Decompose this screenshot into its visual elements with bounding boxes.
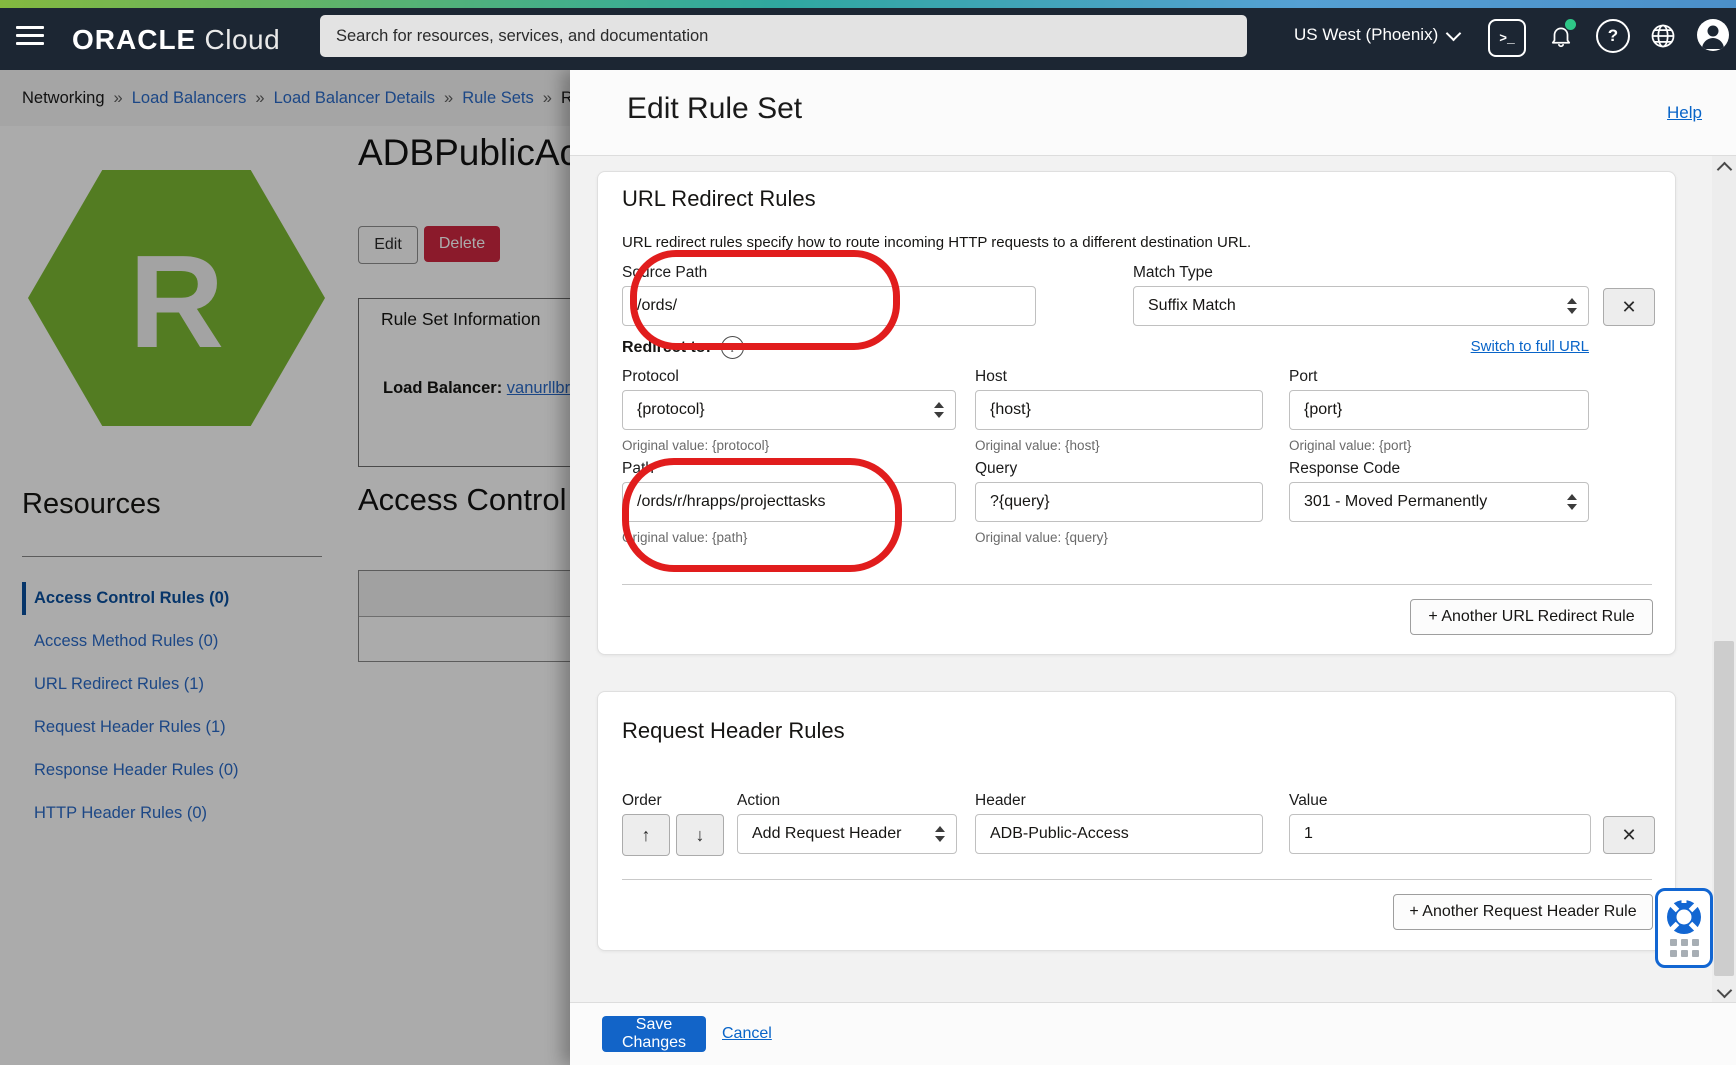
sidebar-item-response-header-rules[interactable]: Response Header Rules (0) (34, 761, 239, 779)
response-code-label: Response Code (1289, 460, 1401, 477)
cloud-shell-icon[interactable]: >_ (1488, 19, 1526, 57)
notifications-icon[interactable] (1544, 19, 1578, 53)
info-icon[interactable]: i (720, 336, 744, 359)
port-original-value: Original value: {port} (1289, 438, 1412, 453)
card-divider (622, 584, 1652, 585)
protocol-select[interactable]: {protocol} (622, 390, 956, 430)
down-arrow-icon: ↓ (695, 824, 705, 845)
remove-url-redirect-rule-button[interactable]: ✕ (1603, 288, 1655, 326)
oracle-help-widget[interactable] (1655, 888, 1713, 968)
sidebar-item-request-header-rules[interactable]: Request Header Rules (1) (34, 718, 226, 736)
panel-body: URL Redirect Rules URL redirect rules sp… (570, 156, 1736, 1002)
edit-button[interactable]: Edit (358, 226, 418, 264)
protocol-original-value: Original value: {protocol} (622, 438, 770, 453)
resources-heading: Resources (22, 488, 161, 520)
grid-dots-icon (1669, 939, 1699, 957)
sidebar-item-http-header-rules[interactable]: HTTP Header Rules (0) (34, 804, 208, 822)
region-selector[interactable]: US West (Phoenix) (1294, 0, 1462, 70)
region-label: US West (Phoenix) (1294, 25, 1439, 44)
scroll-down-arrow-icon[interactable] (1716, 982, 1733, 999)
sidebar-item-access-method-rules[interactable]: Access Method Rules (0) (34, 632, 219, 650)
load-balancer-label: Load Balancer: (383, 379, 503, 397)
resources-nav: Access Control Rules (0) Access Method R… (0, 577, 320, 835)
port-label: Port (1289, 368, 1318, 385)
action-label: Action (737, 792, 781, 809)
path-label: Path (622, 460, 654, 477)
sidebar-item-access-control-rules[interactable]: Access Control Rules (0) (0, 577, 320, 620)
notification-dot (1565, 19, 1576, 30)
response-code-select[interactable]: 301 - Moved Permanently (1289, 482, 1589, 522)
source-path-label: Source Path (622, 264, 708, 281)
path-original-value: Original value: {path} (622, 530, 748, 545)
up-arrow-icon: ↑ (641, 824, 651, 845)
value-label: Value (1289, 792, 1328, 809)
select-spinner-icon (1567, 494, 1577, 510)
value-input[interactable] (1289, 814, 1591, 854)
request-header-rules-card: Request Header Rules Order ↑ ↓ Action Ad… (597, 691, 1676, 951)
chevron-down-icon (1445, 25, 1462, 41)
protocol-label: Protocol (622, 368, 679, 385)
search-input[interactable] (320, 15, 1247, 57)
breadcrumb-rule-sets[interactable]: Rule Sets (462, 88, 534, 107)
header-input[interactable] (975, 814, 1263, 854)
delete-button[interactable]: Delete (424, 226, 500, 262)
cancel-link[interactable]: Cancel (722, 1025, 772, 1042)
brand-name: ORACLE (72, 24, 197, 55)
load-balancer-link[interactable]: vanurllbr (506, 379, 571, 397)
url-redirect-rules-card: URL Redirect Rules URL redirect rules sp… (597, 171, 1676, 655)
oracle-cloud-logo: ORACLE Cloud (72, 24, 280, 56)
edit-rule-set-panel: Edit Rule Set Help URL Redirect Rules UR… (570, 70, 1736, 1065)
select-spinner-icon (1567, 298, 1577, 314)
panel-header: Edit Rule Set Help (570, 70, 1736, 156)
hamburger-menu-icon[interactable] (16, 26, 46, 50)
source-path-input[interactable] (622, 286, 1036, 326)
panel-title: Edit Rule Set (627, 92, 803, 125)
match-type-label: Match Type (1133, 264, 1213, 281)
brand-suffix: Cloud (204, 24, 281, 55)
action-select[interactable]: Add Request Header (737, 814, 957, 854)
help-icon[interactable]: ? (1596, 19, 1630, 53)
panel-scrollbar[interactable] (1712, 156, 1736, 1002)
card-divider (622, 879, 1652, 880)
host-label: Host (975, 368, 1007, 385)
help-link[interactable]: Help (1667, 103, 1702, 122)
query-label: Query (975, 460, 1018, 477)
select-spinner-icon (935, 826, 945, 842)
path-input[interactable] (622, 482, 956, 522)
port-input[interactable] (1289, 390, 1589, 430)
header-label: Header (975, 792, 1026, 809)
breadcrumb-networking: Networking (22, 88, 105, 107)
sidebar-item-url-redirect-rules[interactable]: URL Redirect Rules (1) (34, 675, 204, 693)
host-input[interactable] (975, 390, 1263, 430)
life-ring-icon (1667, 898, 1701, 934)
host-original-value: Original value: {host} (975, 438, 1100, 453)
another-url-redirect-rule-button[interactable]: + Another URL Redirect Rule (1410, 599, 1653, 635)
save-changes-button[interactable]: Save Changes (602, 1016, 706, 1052)
another-request-header-rule-button[interactable]: + Another Request Header Rule (1393, 894, 1653, 930)
request-header-heading: Request Header Rules (622, 718, 845, 743)
order-label: Order (622, 792, 662, 809)
redirect-to-label: Redirect to: (622, 338, 711, 356)
move-up-button[interactable]: ↑ (622, 814, 670, 856)
breadcrumb-load-balancer-details[interactable]: Load Balancer Details (273, 88, 436, 107)
panel-footer: Save Changes Cancel (570, 1002, 1736, 1065)
select-spinner-icon (934, 402, 944, 418)
breadcrumb-load-balancers[interactable]: Load Balancers (131, 88, 247, 107)
globe-icon[interactable] (1646, 19, 1680, 53)
move-down-button[interactable]: ↓ (676, 814, 724, 856)
match-type-select[interactable]: Suffix Match (1133, 286, 1589, 326)
resources-divider (22, 556, 322, 557)
url-redirect-description: URL redirect rules specify how to route … (622, 234, 1252, 251)
top-bar: ORACLE Cloud US West (Phoenix) >_ ? (0, 0, 1736, 70)
scroll-up-arrow-icon[interactable] (1716, 161, 1733, 178)
query-original-value: Original value: {query} (975, 530, 1108, 545)
remove-request-header-rule-button[interactable]: ✕ (1603, 816, 1655, 854)
switch-to-full-url-link[interactable]: Switch to full URL (1470, 338, 1589, 355)
url-redirect-heading: URL Redirect Rules (622, 186, 816, 211)
query-input[interactable] (975, 482, 1263, 522)
scrollbar-thumb[interactable] (1714, 641, 1734, 976)
user-avatar[interactable] (1697, 19, 1729, 51)
brand-gradient-strip (0, 0, 1736, 8)
